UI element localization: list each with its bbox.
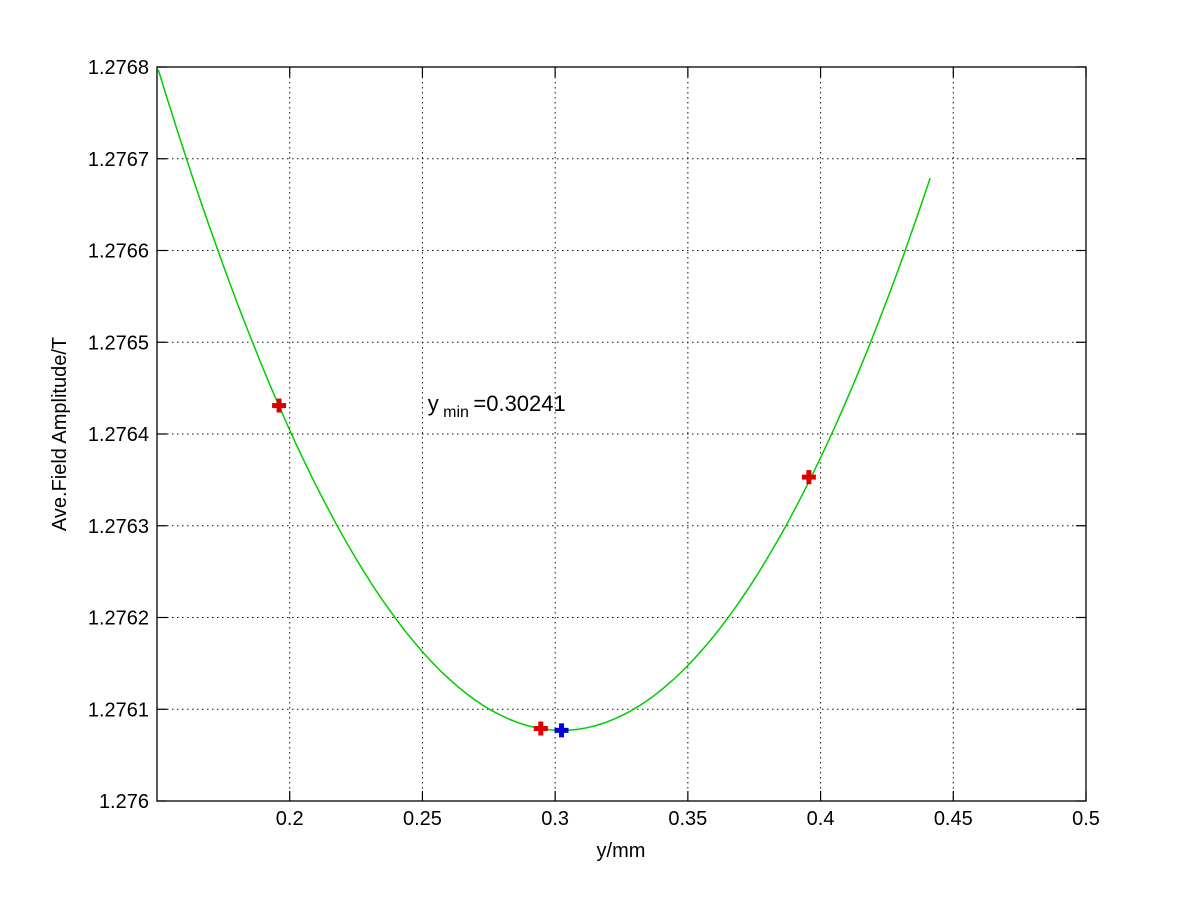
y-tick-label: 1.2767 — [88, 149, 149, 171]
x-axis-label: y/mm — [597, 840, 646, 862]
y-tick-label: 1.2762 — [88, 608, 149, 630]
annotation-subscript: min — [443, 404, 469, 421]
y-tick-label: 1.2763 — [88, 516, 149, 538]
plot-layers: 0.2 0.25 0.3 0.35 0.4 0.45 0.5 1.276 1.2761 1.276… — [88, 57, 1100, 830]
y-tick-label: 1.2764 — [88, 424, 149, 446]
annotation-symbol: y — [428, 391, 439, 416]
x-tick-label: 0.2 — [276, 808, 304, 830]
annotation-value: =0.30241 — [473, 391, 565, 416]
y-tick-label: 1.2768 — [88, 57, 149, 79]
x-tick-label: 0.5 — [1072, 808, 1100, 830]
y-axis-label: Ave.Field Amplitude/T — [49, 337, 71, 531]
y-tick-label: 1.276 — [99, 791, 149, 813]
x-tick-label: 0.45 — [934, 808, 973, 830]
x-tick-label: 0.3 — [541, 808, 569, 830]
x-tick-label: 0.4 — [807, 808, 835, 830]
y-tick-label: 1.2761 — [88, 699, 149, 721]
x-tick-label: 0.35 — [668, 808, 707, 830]
y-tick-label: 1.2766 — [88, 241, 149, 263]
minimum-annotation: y min =0.30241 — [428, 391, 566, 421]
y-tick-label: 1.2765 — [88, 332, 149, 354]
axes-box — [156, 66, 1087, 802]
x-tick-label: 0.25 — [403, 808, 442, 830]
